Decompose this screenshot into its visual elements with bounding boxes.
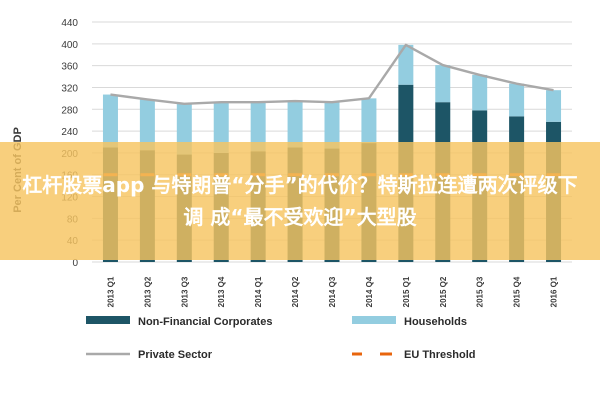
y-tick-label: 240 bbox=[61, 127, 78, 138]
legend-label-households: Households bbox=[404, 316, 467, 328]
x-tick-label: 2013 Q3 bbox=[180, 276, 189, 307]
bar-households bbox=[287, 101, 303, 148]
x-axis-ticks: 2013 Q1 2013 Q2 2013 Q3 2013 Q4 2014 Q1 2014 … bbox=[106, 276, 558, 307]
bar-households bbox=[102, 94, 118, 148]
overlay-banner[interactable]: 杠杆股票app 与特朗普“分手”的代价？特斯拉连遭两次评级下调 成“最不受欢迎”… bbox=[0, 142, 600, 260]
bar-households bbox=[398, 44, 414, 85]
legend: Non-Financial Corporates Households Privat… bbox=[86, 316, 476, 361]
y-tick-label: 440 bbox=[61, 18, 78, 29]
y-tick-label: 0 bbox=[72, 258, 78, 269]
x-tick-label: 2015 Q3 bbox=[476, 276, 485, 307]
legend-swatch-households bbox=[352, 316, 396, 324]
legend-label-private-sector: Private Sector bbox=[138, 349, 213, 361]
bar-households bbox=[546, 90, 562, 122]
legend-label-eu-threshold: EU Threshold bbox=[404, 349, 476, 361]
x-tick-label: 2016 Q1 bbox=[550, 276, 559, 307]
legend-label-non-financial-corporates: Non-Financial Corporates bbox=[138, 316, 272, 328]
y-tick-label: 280 bbox=[61, 105, 78, 116]
x-tick-label: 2014 Q3 bbox=[328, 276, 337, 307]
y-tick-label: 400 bbox=[61, 40, 78, 51]
x-tick-label: 2014 Q1 bbox=[254, 276, 263, 307]
banner-headline[interactable]: 杠杆股票app 与特朗普“分手”的代价？特斯拉连遭两次评级下调 成“最不受欢迎”… bbox=[22, 173, 578, 229]
x-tick-label: 2014 Q2 bbox=[291, 276, 300, 307]
x-tick-label: 2013 Q1 bbox=[106, 276, 115, 307]
bar-households bbox=[176, 103, 192, 155]
x-tick-label: 2013 Q4 bbox=[217, 276, 226, 307]
bar-households bbox=[509, 83, 525, 117]
bar-households bbox=[361, 98, 377, 144]
bar-households bbox=[250, 102, 266, 152]
x-tick-label: 2015 Q2 bbox=[439, 276, 448, 307]
bar-households bbox=[324, 102, 340, 149]
x-tick-label: 2014 Q4 bbox=[365, 276, 374, 307]
bar-households bbox=[139, 99, 155, 151]
y-tick-label: 360 bbox=[61, 62, 78, 73]
line-private-sector bbox=[110, 43, 554, 106]
bar-households bbox=[435, 65, 451, 103]
x-tick-label: 2015 Q1 bbox=[402, 276, 411, 307]
bar-households bbox=[213, 102, 229, 153]
bar-households bbox=[472, 74, 488, 111]
x-tick-label: 2015 Q4 bbox=[513, 276, 522, 307]
legend-swatch-non-financial-corporates bbox=[86, 316, 130, 324]
y-tick-label: 320 bbox=[61, 83, 78, 94]
x-tick-label: 2013 Q2 bbox=[143, 276, 152, 307]
